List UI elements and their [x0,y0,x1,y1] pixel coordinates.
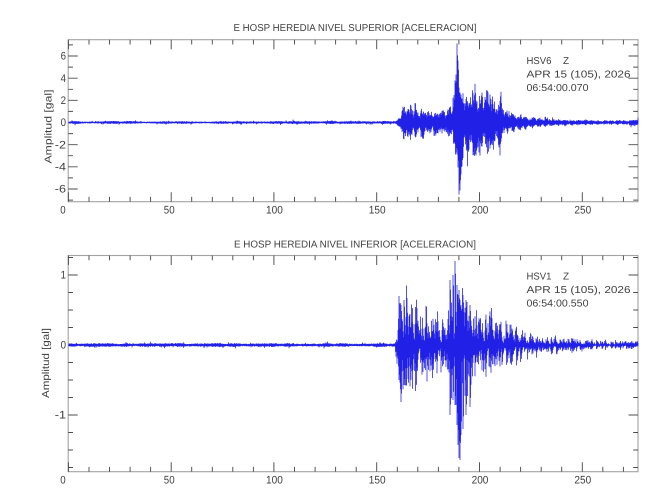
svg-text:6: 6 [61,51,66,63]
svg-text:E HOSP HEREDIA NIVEL SUPERIOR: E HOSP HEREDIA NIVEL SUPERIOR [ACELERACI… [234,23,477,34]
svg-text:-1: -1 [55,410,66,422]
svg-text:Z: Z [563,272,569,283]
svg-text:-4: -4 [55,162,66,174]
svg-text:200: 200 [472,205,489,217]
svg-text:HSV6: HSV6 [527,56,552,67]
svg-text:Amplitud [gal]: Amplitud [gal] [41,328,52,398]
svg-text:200: 200 [472,475,489,487]
svg-text:4: 4 [61,73,66,85]
svg-text:150: 150 [369,205,386,217]
svg-text:Amplitud [gal]: Amplitud [gal] [44,89,55,163]
svg-text:0: 0 [60,205,65,217]
svg-text:0: 0 [61,117,66,129]
svg-text:100: 100 [266,475,283,487]
svg-text:06:54:00.550: 06:54:00.550 [527,299,589,310]
svg-text:HSV1: HSV1 [527,272,552,283]
svg-text:2: 2 [61,95,66,107]
svg-text:Z: Z [563,56,569,67]
svg-text:150: 150 [369,475,386,487]
svg-text:06:54:00.070: 06:54:00.070 [527,83,589,94]
svg-text:50: 50 [164,205,175,217]
svg-text:250: 250 [574,475,591,487]
svg-text:APR 15 (105), 2026: APR 15 (105), 2026 [527,69,632,80]
svg-text:APR 15 (105), 2026: APR 15 (105), 2026 [527,285,632,296]
svg-text:E HOSP HEREDIA NIVEL INFERIOR: E HOSP HEREDIA NIVEL INFERIOR [ACELERACI… [234,239,476,250]
svg-text:0: 0 [61,340,66,352]
svg-text:50: 50 [164,475,175,487]
svg-text:-6: -6 [55,184,66,196]
svg-text:-2: -2 [55,139,66,151]
svg-text:100: 100 [266,205,283,217]
svg-text:0: 0 [60,475,65,487]
svg-text:1: 1 [61,270,66,282]
svg-text:250: 250 [574,205,591,217]
